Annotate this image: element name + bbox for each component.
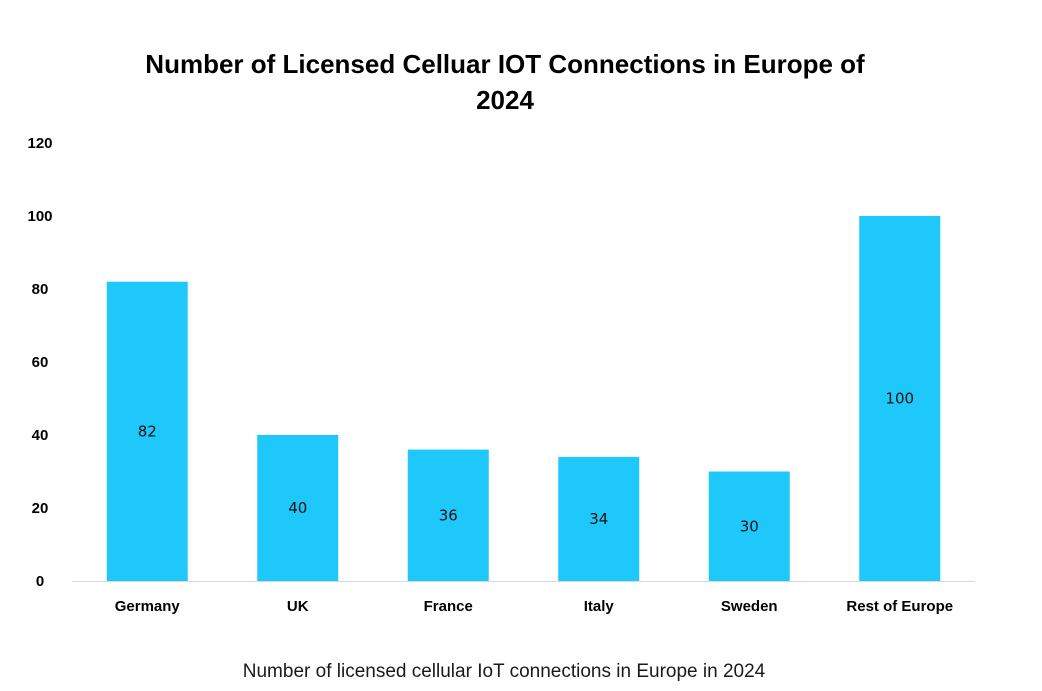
bar	[106, 281, 188, 581]
y-tick-label: 20	[32, 500, 49, 517]
bar	[859, 216, 941, 581]
x-tick-label: UK	[287, 598, 309, 615]
bar-data-label: 36	[439, 506, 458, 524]
y-tick-label: 60	[32, 354, 49, 371]
chart-title-line-1: Number of Licensed Celluar IOT Connectio…	[145, 49, 865, 79]
bar-data-label: 34	[589, 510, 608, 528]
bars	[106, 216, 941, 581]
y-tick-label: 120	[27, 135, 52, 152]
bar	[558, 456, 640, 581]
chart-caption: Number of licensed cellular IoT connecti…	[243, 661, 766, 682]
bar-data-label: 30	[740, 517, 759, 535]
x-tick-label: Rest of Europe	[846, 598, 953, 615]
x-tick-label: Sweden	[721, 598, 778, 615]
y-axis-tick-labels: 0 20 40 60 80 100 120	[27, 135, 52, 590]
chart-title: Number of Licensed Celluar IOT Connectio…	[145, 49, 865, 115]
x-tick-label: France	[424, 598, 473, 615]
x-tick-label: Germany	[115, 598, 181, 615]
bar-data-label: 100	[885, 390, 914, 408]
y-tick-label: 0	[36, 573, 44, 590]
chart-title-line-2: 2024	[476, 85, 534, 115]
y-tick-label: 80	[32, 281, 49, 298]
y-tick-label: 40	[32, 427, 49, 444]
bar	[257, 435, 339, 581]
bar	[407, 449, 489, 581]
bar	[708, 471, 790, 581]
x-axis-category-labels: Germany UK France Italy Sweden Rest of Europe	[115, 598, 953, 615]
y-tick-label: 100	[27, 208, 52, 225]
bar-data-label: 40	[288, 499, 307, 517]
bar-data-label: 82	[138, 422, 157, 440]
data-labels: 82 40 36 34 30 100	[138, 390, 914, 536]
x-tick-label: Italy	[584, 598, 615, 615]
